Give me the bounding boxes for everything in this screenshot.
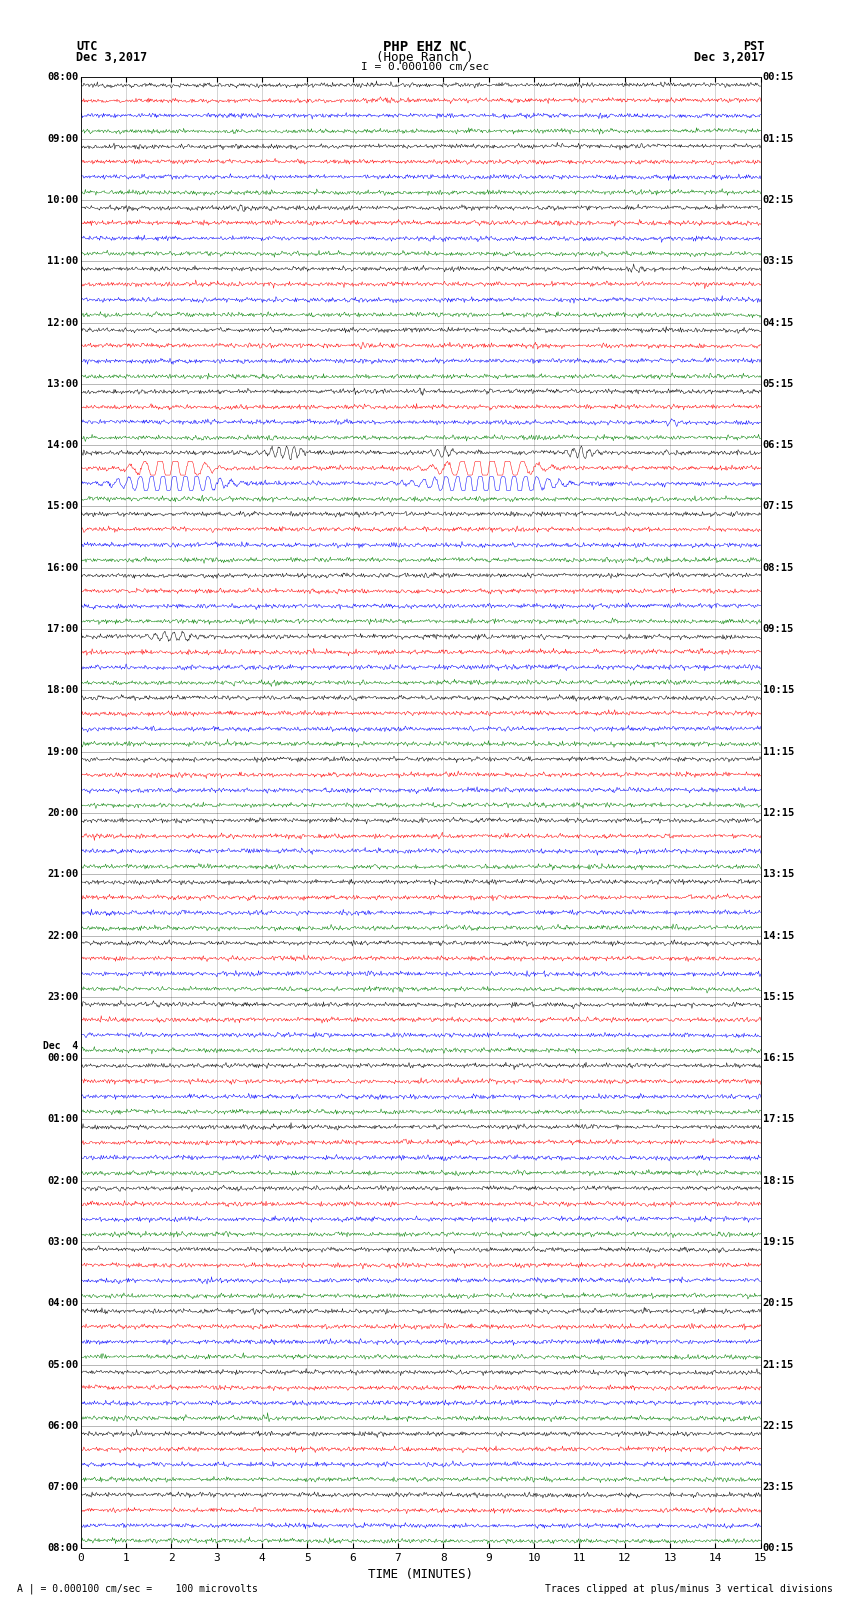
Text: 05:00: 05:00: [48, 1360, 79, 1369]
Text: 22:15: 22:15: [762, 1421, 794, 1431]
Text: 22:00: 22:00: [48, 931, 79, 940]
Text: 10:15: 10:15: [762, 686, 794, 695]
Text: 09:15: 09:15: [762, 624, 794, 634]
Text: (Hope Ranch ): (Hope Ranch ): [377, 50, 473, 65]
Text: 03:00: 03:00: [48, 1237, 79, 1247]
Text: 08:00: 08:00: [48, 73, 79, 82]
Text: 20:15: 20:15: [762, 1298, 794, 1308]
Text: 23:15: 23:15: [762, 1482, 794, 1492]
Text: 10:00: 10:00: [48, 195, 79, 205]
Text: 04:15: 04:15: [762, 318, 794, 327]
Text: 03:15: 03:15: [762, 256, 794, 266]
Text: 21:15: 21:15: [762, 1360, 794, 1369]
Text: 05:15: 05:15: [762, 379, 794, 389]
Text: 02:00: 02:00: [48, 1176, 79, 1186]
Text: 18:15: 18:15: [762, 1176, 794, 1186]
Text: 07:15: 07:15: [762, 502, 794, 511]
Text: 02:15: 02:15: [762, 195, 794, 205]
Text: 08:15: 08:15: [762, 563, 794, 573]
Text: 19:00: 19:00: [48, 747, 79, 756]
Text: 15:15: 15:15: [762, 992, 794, 1002]
Text: PST: PST: [744, 39, 765, 53]
Text: 14:15: 14:15: [762, 931, 794, 940]
Text: Dec 3,2017: Dec 3,2017: [76, 50, 148, 65]
Text: 23:00: 23:00: [48, 992, 79, 1002]
Text: 06:00: 06:00: [48, 1421, 79, 1431]
Text: 21:00: 21:00: [48, 869, 79, 879]
Text: 16:00: 16:00: [48, 563, 79, 573]
Text: Traces clipped at plus/minus 3 vertical divisions: Traces clipped at plus/minus 3 vertical …: [545, 1584, 833, 1594]
Text: 11:00: 11:00: [48, 256, 79, 266]
Text: 16:15: 16:15: [762, 1053, 794, 1063]
Text: 01:15: 01:15: [762, 134, 794, 144]
Text: 07:00: 07:00: [48, 1482, 79, 1492]
Text: 04:00: 04:00: [48, 1298, 79, 1308]
Text: 13:15: 13:15: [762, 869, 794, 879]
Text: 20:00: 20:00: [48, 808, 79, 818]
Text: 13:00: 13:00: [48, 379, 79, 389]
Text: 01:00: 01:00: [48, 1115, 79, 1124]
Text: 17:15: 17:15: [762, 1115, 794, 1124]
Text: 18:00: 18:00: [48, 686, 79, 695]
Text: 00:15: 00:15: [762, 1544, 794, 1553]
Text: I = 0.000100 cm/sec: I = 0.000100 cm/sec: [361, 63, 489, 73]
Text: 06:15: 06:15: [762, 440, 794, 450]
Text: 00:00: 00:00: [48, 1053, 79, 1063]
Text: Dec  4: Dec 4: [43, 1040, 79, 1050]
Text: 14:00: 14:00: [48, 440, 79, 450]
Text: 15:00: 15:00: [48, 502, 79, 511]
Text: 17:00: 17:00: [48, 624, 79, 634]
Text: Dec 3,2017: Dec 3,2017: [694, 50, 765, 65]
Text: 12:00: 12:00: [48, 318, 79, 327]
Text: A | = 0.000100 cm/sec =    100 microvolts: A | = 0.000100 cm/sec = 100 microvolts: [17, 1582, 258, 1594]
Text: 09:00: 09:00: [48, 134, 79, 144]
Text: UTC: UTC: [76, 39, 98, 53]
Text: 12:15: 12:15: [762, 808, 794, 818]
Text: 11:15: 11:15: [762, 747, 794, 756]
X-axis label: TIME (MINUTES): TIME (MINUTES): [368, 1568, 473, 1581]
Text: 08:00: 08:00: [48, 1544, 79, 1553]
Text: PHP EHZ NC: PHP EHZ NC: [383, 39, 467, 53]
Text: 19:15: 19:15: [762, 1237, 794, 1247]
Text: 00:15: 00:15: [762, 73, 794, 82]
